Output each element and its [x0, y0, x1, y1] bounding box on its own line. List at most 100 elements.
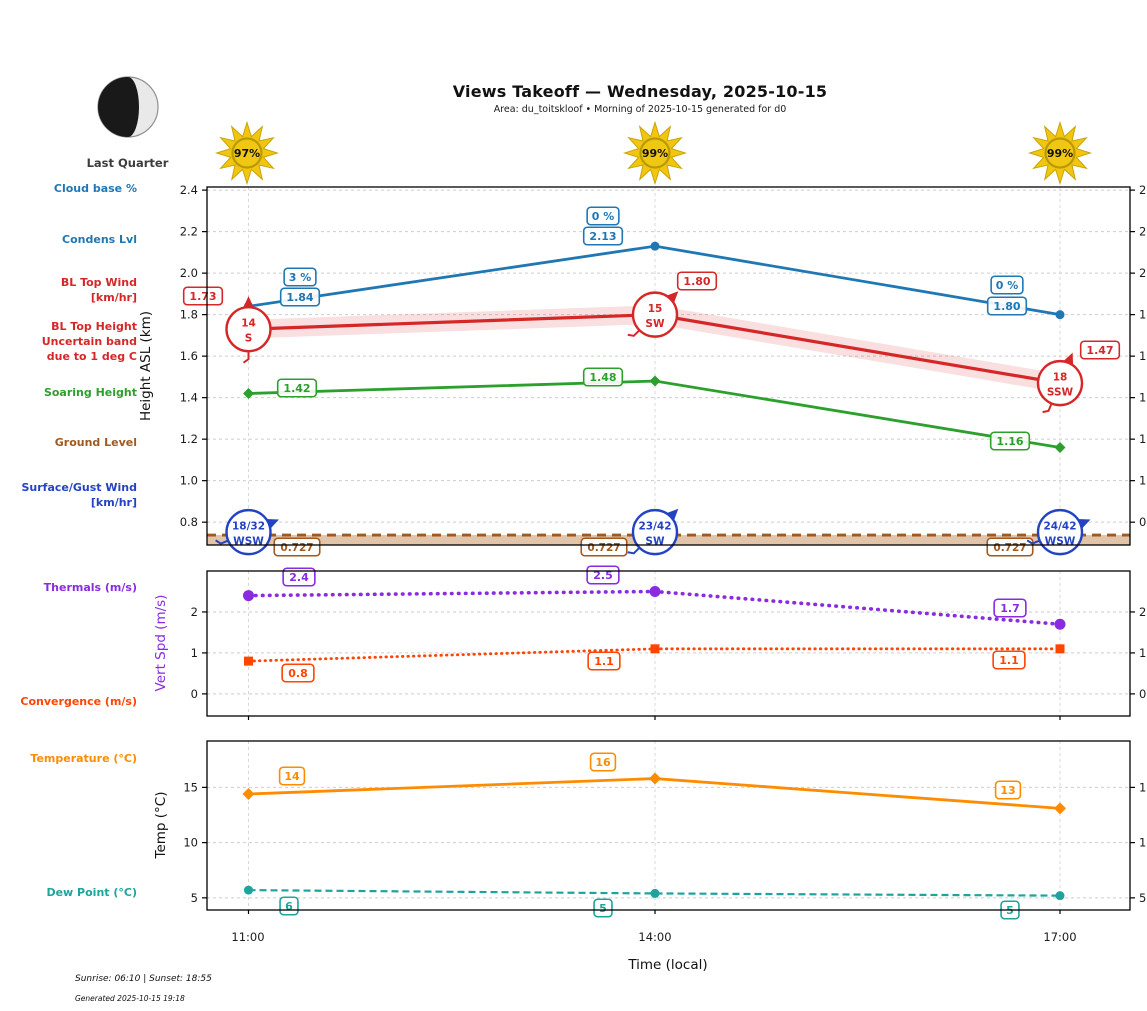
wind-speed: 18/32 [232, 521, 265, 533]
wind-speed: 23/42 [638, 521, 671, 533]
y-tick-label: 1.6 [180, 349, 198, 363]
value-label-box [593, 898, 613, 918]
y-tick-label: 2.2 [1139, 225, 1147, 239]
y-tick-label: 10 [1139, 836, 1147, 850]
wind-arrow-icon [665, 508, 679, 522]
y-tick-label: 1.2 [1139, 432, 1147, 446]
sun-icon: 99% [1028, 121, 1092, 185]
legend-line: BL Top Height [51, 320, 137, 333]
legend-thermals: Thermals (m/s) [43, 581, 137, 594]
wind-circle [1036, 359, 1084, 407]
value-label-box [989, 431, 1031, 451]
panel-frame [206, 740, 1131, 911]
value-label-box [986, 296, 1028, 316]
value-label-box [986, 537, 1034, 557]
y-tick-label: 10 [183, 836, 198, 850]
series-marker [649, 375, 661, 387]
value-label-box [582, 367, 624, 387]
vert-spd-axis-label: Vert Spd (m/s) [153, 595, 169, 692]
wind-speed: 24/42 [1043, 521, 1076, 533]
y-tick-label: 0 [191, 687, 198, 701]
y-tick-label: 1.2 [180, 432, 198, 446]
wind-circle [225, 305, 272, 353]
sun-core-icon [639, 137, 671, 169]
y-tick-label: 1.0 [180, 474, 198, 488]
temp-axis-label: Temp (°C) [153, 792, 169, 860]
wind-arrow [627, 508, 679, 555]
value-label: 0 % [996, 279, 1019, 292]
value-label-box [589, 752, 617, 772]
legend-line: [km/hr] [90, 496, 137, 509]
value-label: 2.13 [589, 230, 616, 243]
wind-speed: 15 [648, 303, 663, 315]
value-label: 6 [285, 900, 293, 913]
sunrise-sunset-note: Sunrise: 06:10 | Sunset: 18:55 [75, 974, 212, 984]
wind-speed: 18 [1053, 372, 1068, 384]
y-tick-label: 2.0 [1139, 266, 1147, 280]
y-tick-label: 5 [191, 891, 198, 905]
wind-arrow [627, 291, 679, 337]
legend-cloud-base: Cloud base % [53, 182, 137, 195]
wind-indicator: 18/32 WSW [215, 508, 279, 556]
series-marker [1055, 310, 1065, 320]
series-marker [1054, 802, 1066, 815]
value-label-box [992, 650, 1026, 670]
value-label-box [283, 267, 317, 287]
value-label: 0.727 [587, 542, 620, 554]
x-tick-label: 17:00 [1043, 930, 1076, 944]
series-marker [1055, 644, 1065, 654]
wind-circle [225, 508, 272, 556]
value-label: 0.727 [993, 542, 1026, 554]
value-label: 1.80 [993, 300, 1020, 313]
legend-temperature: Temperature (°C) [30, 752, 137, 765]
wind-direction: SW [645, 536, 665, 548]
wind-tail-icon [1042, 402, 1053, 414]
panel-heights: 2.4 2.4 2.2 2.2 2.0 2.0 1.8 1.8 1.6 1.6 1.4 1.4 1.2 1… [180, 183, 1147, 557]
wind-arrow-icon [243, 296, 254, 309]
series-marker [1054, 618, 1066, 630]
moon-icon [97, 76, 159, 138]
y-tick-label: 1.6 [1139, 349, 1147, 363]
legend-dew-point: Dew Point (°C) [46, 886, 137, 899]
value-label: 0.8 [288, 667, 308, 680]
legend-convergence: Convergence (m/s) [20, 695, 137, 708]
value-label: 5 [599, 902, 607, 915]
wind-direction: WSW [1045, 536, 1076, 548]
y-tick-label: 1 [191, 646, 198, 660]
y-tick-label: 15 [183, 780, 198, 794]
wind-tail-icon [215, 539, 230, 545]
legend-line: [km/hr] [90, 291, 137, 304]
y-tick-label: 15 [1139, 780, 1147, 794]
panel-frame [206, 570, 1131, 717]
value-label: 0.727 [280, 542, 313, 554]
uncertainty-band [248, 305, 1060, 393]
y-tick-label: 0 [1139, 687, 1146, 701]
wind-tail-icon [1026, 539, 1041, 545]
value-label: 1.42 [283, 382, 310, 395]
value-label-box [278, 766, 306, 786]
series-marker [649, 772, 661, 785]
wind-circle [631, 291, 679, 338]
legend-bl-top-wind: BL Top Wind [km/hr] [0, 275, 137, 305]
panel-temperature: 1515101055141613655 [183, 740, 1147, 920]
y-tick-label: 2.2 [180, 225, 198, 239]
series-line [248, 889, 1061, 897]
moon-phase-label: Last Quarter [86, 156, 169, 170]
legend-ground-level: Ground Level [54, 436, 137, 449]
y-tick-label: 2.4 [180, 183, 198, 197]
series-marker [243, 590, 254, 602]
wind-indicator: 24/42 WSW [1026, 508, 1091, 556]
value-label: 2.4 [289, 571, 309, 584]
y-tick-label: 2 [191, 605, 198, 619]
value-label-box [182, 286, 224, 306]
sun-percent: 99% [642, 147, 668, 160]
value-label-box [586, 206, 620, 226]
height-axis-label: Height ASL (km) [138, 311, 154, 421]
wind-direction: S [245, 333, 253, 345]
value-label: 3 % [289, 271, 312, 284]
value-label: 2.5 [593, 569, 613, 582]
y-tick-label: 2.4 [1139, 183, 1147, 197]
value-label-box [276, 378, 318, 398]
